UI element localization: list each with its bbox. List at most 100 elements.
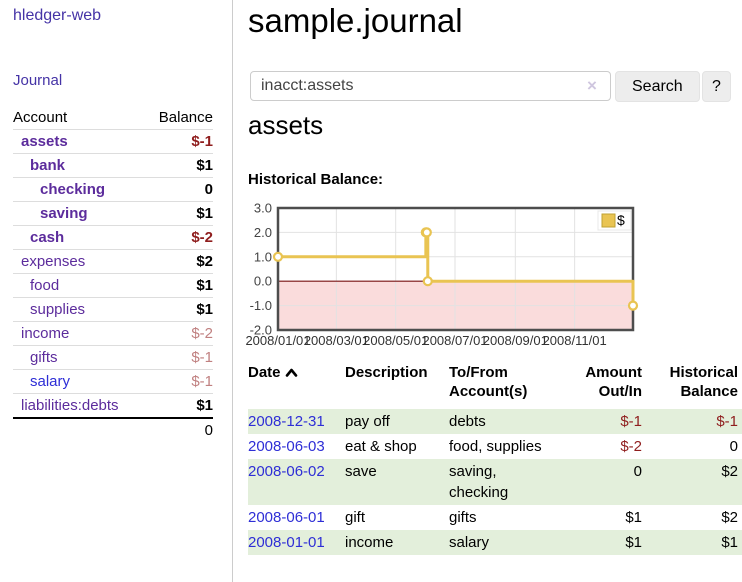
search-input[interactable] <box>250 71 611 101</box>
legend-swatch <box>601 213 616 228</box>
sidebar-account-link[interactable]: assets <box>21 133 68 150</box>
transaction-date-link[interactable]: 2008-12-31 <box>248 413 325 430</box>
svg-text:2008/07/01: 2008/07/01 <box>422 333 487 348</box>
transaction-date-cell: 2008-01-01 <box>248 530 345 555</box>
svg-text:-2.0: -2.0 <box>250 323 272 338</box>
account-balance: $1 <box>145 153 213 178</box>
sidebar-account-link[interactable]: expenses <box>21 253 86 270</box>
sidebar-account-link[interactable]: supplies <box>30 301 86 318</box>
accounts-table: Account Balance assets $-1 bank $1 checking 0… <box>13 106 213 442</box>
transaction-description: eat & shop <box>345 438 417 455</box>
transaction-amount: $-1 <box>620 413 642 430</box>
sidebar-account-link[interactable]: liabilities:debts <box>21 397 119 414</box>
transaction-accounts: debts <box>449 413 486 430</box>
chart-title: Historical Balance: <box>248 171 384 188</box>
svg-text:2.0: 2.0 <box>254 225 272 240</box>
register-table: Date Description To/From Account(s) Amou… <box>248 361 742 555</box>
transaction-amount: 0 <box>633 463 642 480</box>
svg-text:2008/05/01: 2008/05/01 <box>363 333 428 348</box>
account-balance: $1 <box>145 297 213 322</box>
sidebar-account-link[interactable]: cash <box>30 229 65 246</box>
date-header-label: Date <box>248 364 281 381</box>
accounts-header-row: Account Balance <box>13 106 213 130</box>
sidebar: hledger-web Journal Account Balance asse… <box>0 0 233 582</box>
transaction-date-cell: 2008-12-31 <box>248 409 345 434</box>
search-form: × Search ? <box>250 71 742 102</box>
transaction-amount: $-2 <box>620 438 642 455</box>
help-button[interactable]: ? <box>702 71 731 102</box>
col-header-date: Date <box>248 361 345 409</box>
transaction-accounts: salary <box>449 534 490 551</box>
svg-text:2008/01/01: 2008/01/01 <box>245 333 310 348</box>
transaction-row: 2008-06-03 eat & shop food, supplies $-2 0 <box>248 434 742 459</box>
account-row: supplies $1 <box>13 297 213 322</box>
transaction-balance: 0 <box>729 438 738 455</box>
transaction-description: gift <box>345 509 366 526</box>
account-balance: $1 <box>145 201 213 226</box>
account-row: saving $1 <box>13 201 213 226</box>
transaction-date-link[interactable]: 2008-01-01 <box>248 534 325 551</box>
transaction-accounts: saving, checking <box>449 463 509 501</box>
account-balance: $-1 <box>145 129 213 154</box>
app-title-link[interactable]: hledger-web <box>13 7 102 24</box>
transaction-description: pay off <box>345 413 390 430</box>
transaction-row: 2008-06-02 save saving, checking 0 $2 <box>248 459 742 505</box>
svg-text:2008/03/01: 2008/03/01 <box>304 333 369 348</box>
transaction-balance: $2 <box>721 463 738 480</box>
svg-text:2008/11/01: 2008/11/01 <box>543 333 607 348</box>
account-row: expenses $2 <box>13 249 213 274</box>
account-balance: 0 <box>145 177 213 202</box>
sidebar-account-link[interactable]: food <box>30 277 60 294</box>
col-header-historical: Historical Balance <box>669 364 738 400</box>
col-header-accounts: To/From Account(s) <box>449 364 528 400</box>
historical-balance-chart: 3.0 2.0 1.0 0.0 -1.0 -2.02008/01/012008/03/01… <box>245 202 639 348</box>
account-heading: assets <box>248 110 324 140</box>
search-button[interactable]: Search <box>615 71 700 102</box>
transaction-description: income <box>345 534 394 551</box>
transaction-date-link[interactable]: 2008-06-01 <box>248 509 325 526</box>
transaction-description: save <box>345 463 377 480</box>
main-content: sample.journal × Search ? assets Histori… <box>245 0 742 582</box>
transaction-date-link[interactable]: 2008-06-03 <box>248 438 325 455</box>
account-balance: $2 <box>145 249 213 274</box>
accounts-header-account: Account <box>13 109 68 126</box>
sidebar-account-link[interactable]: bank <box>30 157 66 174</box>
account-row: salary $-1 <box>13 369 213 394</box>
page-title: sample.journal <box>248 2 463 39</box>
sidebar-account-link[interactable]: checking <box>40 181 106 198</box>
account-row: income $-2 <box>13 321 213 346</box>
accounts-header-balance: Balance <box>158 109 213 126</box>
col-header-description: Description <box>345 364 428 381</box>
svg-text:-1.0: -1.0 <box>250 298 272 313</box>
accounts-total-value: 0 <box>13 417 213 442</box>
svg-text:3.0: 3.0 <box>254 202 272 216</box>
svg-text:1.0: 1.0 <box>254 249 272 264</box>
svg-text:0.0: 0.0 <box>254 274 272 289</box>
sidebar-account-link[interactable]: saving <box>40 205 88 222</box>
account-balance: $1 <box>145 273 213 298</box>
sidebar-account-link[interactable]: gifts <box>30 349 58 366</box>
transaction-balance: $-1 <box>716 413 738 430</box>
account-row: food $1 <box>13 273 213 298</box>
svg-text:2008/09/01: 2008/09/01 <box>483 333 548 348</box>
transaction-date-link[interactable]: 2008-06-02 <box>248 463 325 480</box>
transaction-date-cell: 2008-06-01 <box>248 505 345 530</box>
account-row: cash $-2 <box>13 225 213 250</box>
legend-label: $ <box>617 212 625 228</box>
transaction-balance: $2 <box>721 509 738 526</box>
transaction-amount: $1 <box>625 509 642 526</box>
account-row: bank $1 <box>13 153 213 178</box>
transaction-balance: $1 <box>721 534 738 551</box>
accounts-total-row: 0 <box>13 417 213 442</box>
sidebar-item-journal[interactable]: Journal <box>13 72 63 89</box>
account-row: gifts $-1 <box>13 345 213 370</box>
account-row: assets $-1 <box>13 129 213 154</box>
sidebar-account-link[interactable]: income <box>21 325 70 342</box>
sidebar-account-link[interactable]: salary <box>30 373 71 390</box>
account-row: checking 0 <box>13 177 213 202</box>
transaction-date-cell: 2008-06-02 <box>248 459 345 505</box>
clear-search-icon[interactable]: × <box>587 76 597 95</box>
transaction-accounts: food, supplies <box>449 438 542 455</box>
transaction-accounts: gifts <box>449 509 477 526</box>
account-balance: $-2 <box>145 321 213 346</box>
